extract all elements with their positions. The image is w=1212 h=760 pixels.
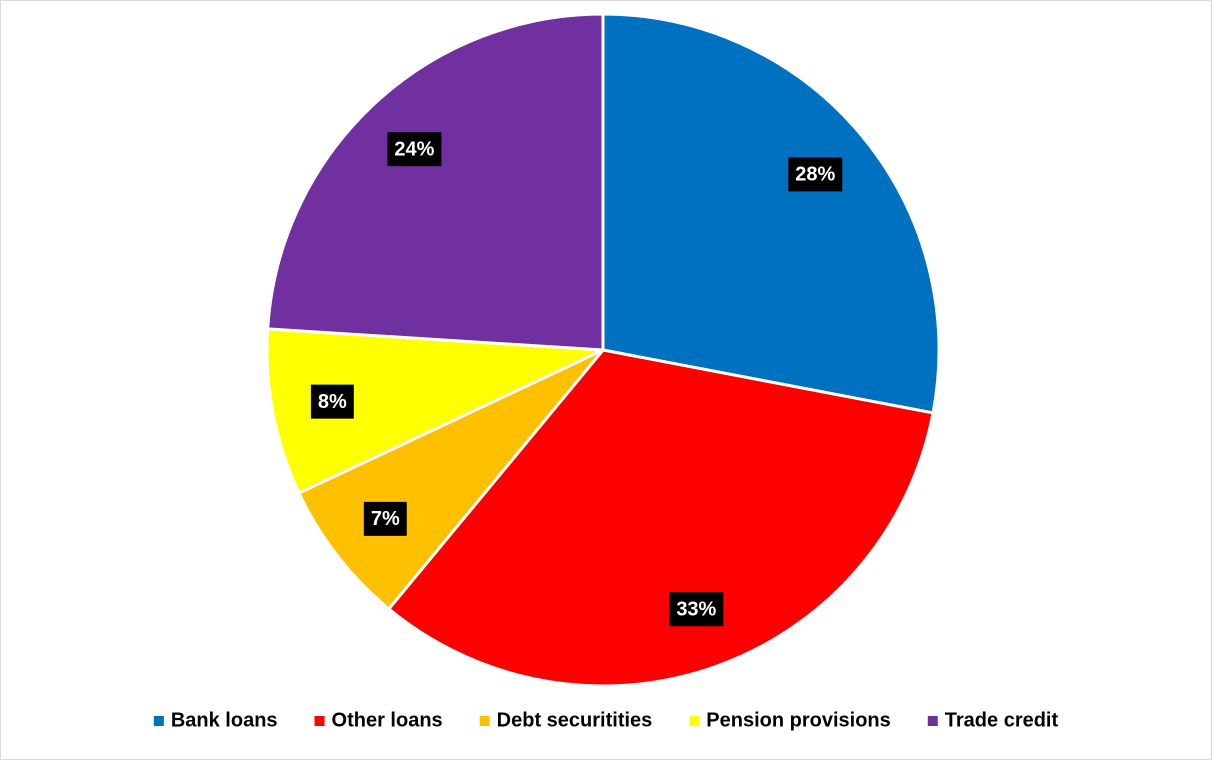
pie-slice: [296, 348, 605, 612]
data-label-text: 33%: [676, 599, 716, 621]
legend-label: Debt securitities: [497, 709, 653, 731]
data-label-bg: [788, 157, 843, 192]
data-label: 7%: [363, 501, 407, 536]
legend-swatch: [479, 716, 490, 726]
legend-swatch: [689, 716, 700, 726]
data-label-text: 28%: [795, 164, 835, 186]
data-label-text: 8%: [318, 391, 347, 413]
pie-slice: [265, 327, 604, 496]
legend-label: Pension provisions: [706, 709, 890, 731]
data-label: 24%: [387, 132, 442, 167]
legend-swatch: [314, 716, 325, 726]
data-label-bg: [387, 132, 442, 167]
pie-slice: [386, 348, 935, 688]
data-label: 8%: [310, 384, 354, 419]
data-label-text: 7%: [371, 508, 400, 530]
legend-label: Other loans: [332, 709, 443, 731]
legend-label: Bank loans: [171, 709, 278, 731]
data-label-bg: [310, 384, 354, 419]
legend-label: Trade credit: [945, 709, 1059, 731]
data-label: 33%: [669, 592, 724, 627]
data-label-bg: [669, 592, 724, 627]
data-label-bg: [363, 501, 407, 536]
data-label: 28%: [788, 157, 843, 192]
pie-slice: [601, 12, 941, 415]
pie-slice: [266, 12, 605, 352]
legend-swatch: [153, 716, 164, 726]
legend-swatch: [927, 716, 938, 726]
legend: Bank loans Other loans Debt securitities Pe…: [153, 709, 1059, 731]
data-label-text: 24%: [394, 138, 434, 160]
